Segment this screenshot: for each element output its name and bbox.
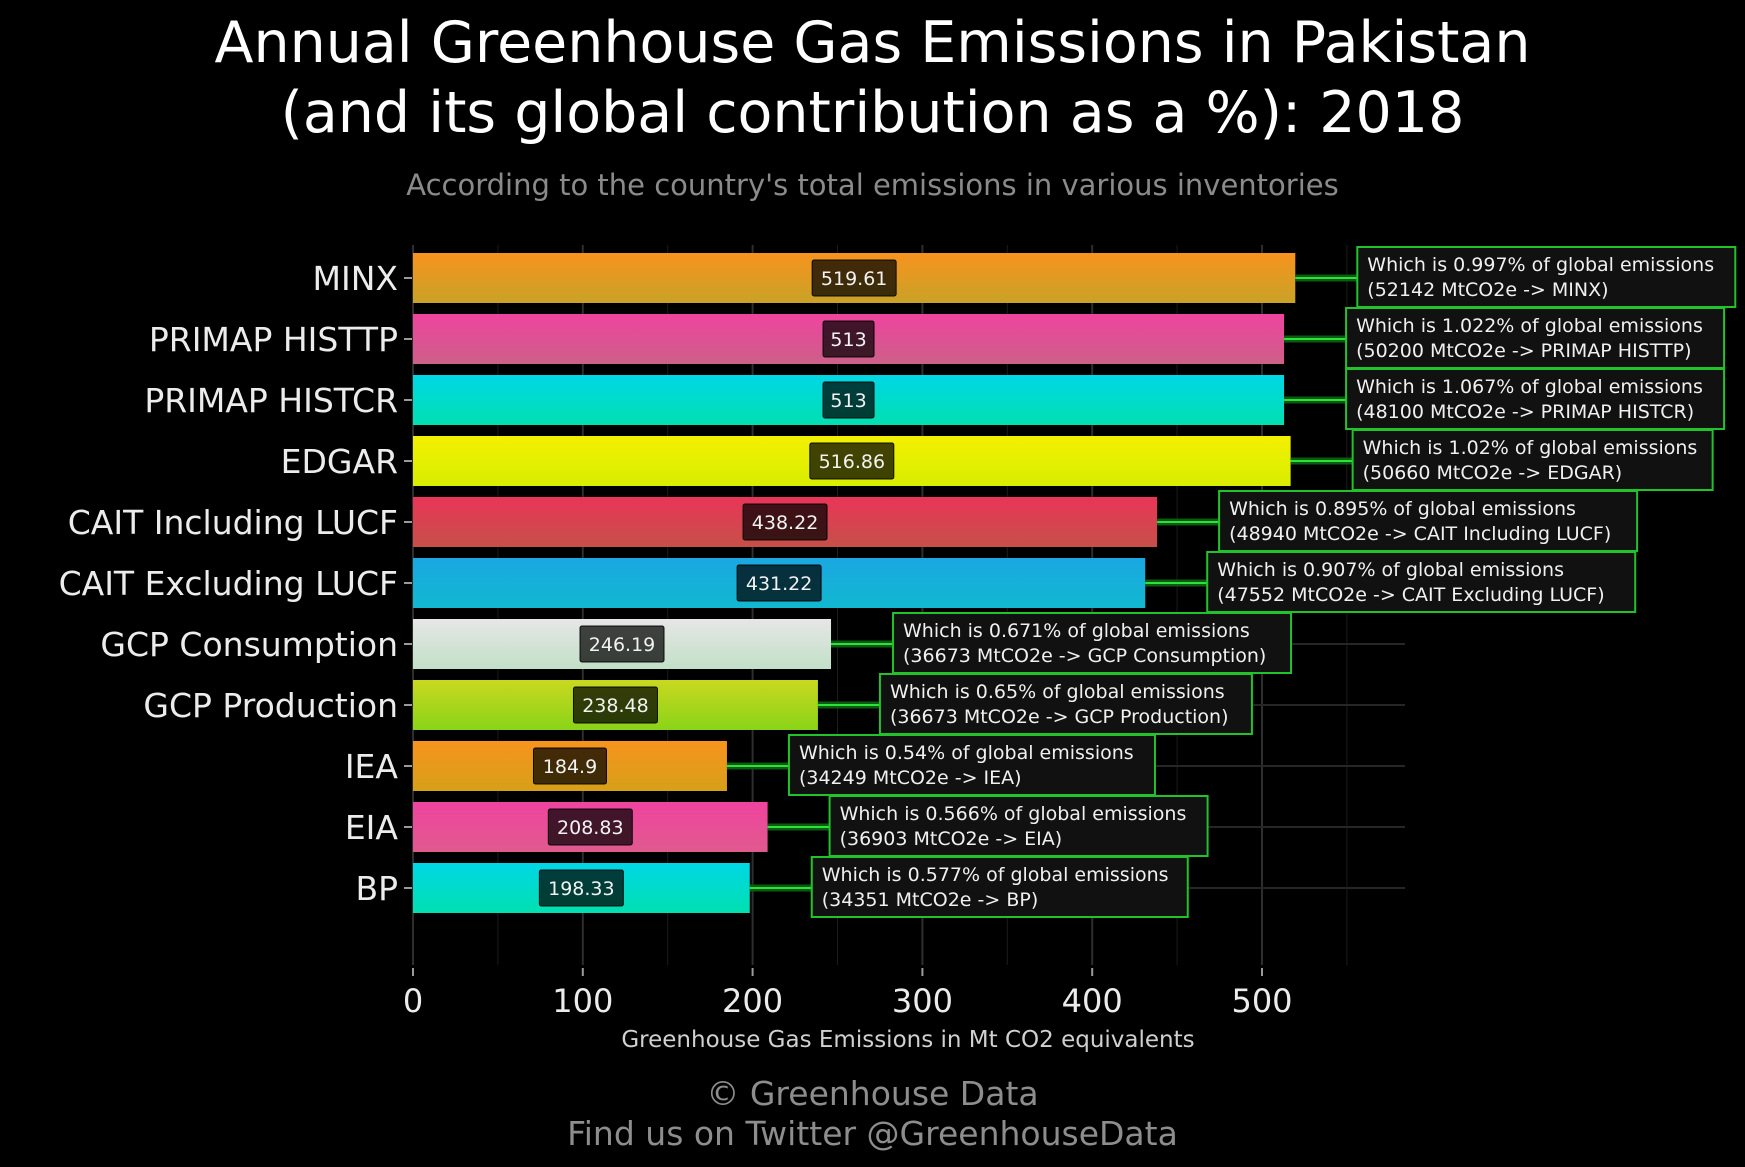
annotation-line2: (50200 MtCO2e -> PRIMAP HISTTP) [1356, 340, 1691, 362]
annotation-line1: Which is 0.671% of global emissions [903, 620, 1250, 642]
value-label: 513 [830, 390, 866, 412]
annotation-line2: (48940 MtCO2e -> CAIT Including LUCF) [1229, 523, 1611, 545]
value-label: 238.48 [582, 695, 648, 717]
y-tick-label: MINX [313, 259, 399, 298]
value-label: 208.83 [557, 817, 623, 839]
annotation-line1: Which is 0.54% of global emissions [799, 742, 1134, 764]
x-tick-label: 0 [403, 982, 423, 1020]
y-tick-label: GCP Production [143, 686, 398, 725]
annotation-line1: Which is 1.022% of global emissions [1356, 315, 1703, 337]
value-label: 438.22 [752, 512, 818, 534]
x-tick-label: 100 [552, 982, 613, 1020]
chart-subtitle: According to the country's total emissio… [406, 168, 1339, 202]
value-label-box [547, 808, 633, 846]
annotation-line2: (52142 MtCO2e -> MINX) [1367, 279, 1608, 301]
annotation-line1: Which is 0.65% of global emissions [890, 681, 1225, 703]
value-label-box [811, 259, 897, 297]
axis-layer: MINX PRIMAP HISTTP PRIMAP HISTCR EDGAR CAIT … [59, 259, 1293, 1020]
x-axis-label: Greenhouse Gas Emissions in Mt CO2 equiv… [621, 1027, 1194, 1053]
annotation-line2: (36673 MtCO2e -> GCP Consumption) [903, 645, 1266, 667]
x-tick-label: 500 [1231, 982, 1292, 1020]
y-tick-label: CAIT Including LUCF [68, 503, 398, 542]
y-tick-label: EIA [345, 808, 399, 847]
annotation-box [1345, 307, 1726, 369]
footer: © Greenhouse Data Find us on Twitter @Gr… [0, 1074, 1745, 1154]
annotation-line2: (50660 MtCO2e -> EDGAR) [1363, 462, 1623, 484]
annotation-box [810, 856, 1189, 918]
annotation-box [828, 795, 1209, 857]
x-tick-label: 400 [1062, 982, 1123, 1020]
value-label-box [822, 320, 875, 358]
value-label-box [809, 442, 895, 480]
chart-title-line1: Annual Greenhouse Gas Emissions in Pakis… [214, 10, 1531, 76]
x-tick-label: 200 [722, 982, 783, 1020]
y-tick-label: CAIT Excluding LUCF [59, 564, 398, 603]
annotation-line2: (48100 MtCO2e -> PRIMAP HISTCR) [1356, 401, 1694, 423]
y-tick-label: GCP Consumption [100, 625, 398, 664]
value-label: 431.22 [746, 573, 812, 595]
annotation-box [1206, 551, 1637, 613]
y-tick-label: BP [355, 869, 398, 908]
footer-copyright: © Greenhouse Data [706, 1074, 1039, 1113]
value-label: 513 [830, 329, 866, 351]
annotation-line1: Which is 0.895% of global emissions [1229, 498, 1576, 520]
value-label-box [579, 625, 665, 663]
annotation-box [787, 734, 1156, 796]
chart-title-line2: (and its global contribution as a %): 20… [280, 80, 1465, 146]
value-label: 198.33 [548, 878, 614, 900]
value-label-box [822, 381, 875, 419]
annotation-line1: Which is 1.067% of global emissions [1356, 376, 1703, 398]
chart-title: Annual Greenhouse Gas Emissions in Pakis… [0, 8, 1745, 148]
value-label: 246.19 [589, 634, 655, 656]
y-tick-label: PRIMAP HISTTP [149, 320, 398, 359]
annotation-box [892, 612, 1293, 674]
annotation-box [1351, 429, 1714, 491]
annotation-line1: Which is 1.02% of global emissions [1363, 437, 1698, 459]
value-label: 184.9 [543, 756, 597, 778]
x-tick-label: 300 [892, 982, 953, 1020]
annotation-line1: Which is 0.907% of global emissions [1217, 559, 1564, 581]
annotation-line2: (36673 MtCO2e -> GCP Production) [890, 706, 1229, 728]
value-label: 516.86 [819, 451, 885, 473]
annotation-line2: (34249 MtCO2e -> IEA) [799, 767, 1022, 789]
value-label: 519.61 [821, 268, 887, 290]
annotation-line2: (36903 MtCO2e -> EIA) [840, 828, 1063, 850]
annotation-box [1345, 368, 1726, 430]
annotation-box [878, 673, 1253, 735]
value-label-box [736, 564, 822, 602]
value-label-box [742, 503, 828, 541]
annotation-line1: Which is 0.997% of global emissions [1367, 254, 1714, 276]
y-tick-label: PRIMAP HISTCR [144, 381, 398, 420]
annotation-line2: (47552 MtCO2e -> CAIT Excluding LUCF) [1217, 584, 1604, 606]
value-label-box [572, 686, 658, 724]
bar-layer: 519.61 Which is 0.997% of global emission… [413, 246, 1737, 918]
annotation-line2: (34351 MtCO2e -> BP) [822, 889, 1039, 911]
annotation-box [1356, 246, 1737, 308]
footer-twitter: Find us on Twitter @GreenhouseData [567, 1114, 1178, 1153]
annotation-line1: Which is 0.577% of global emissions [822, 864, 1169, 886]
value-label-box [532, 747, 607, 785]
y-tick-label: EDGAR [281, 442, 398, 481]
value-label-box [538, 869, 624, 907]
annotation-line1: Which is 0.566% of global emissions [840, 803, 1187, 825]
y-tick-label: IEA [345, 747, 399, 786]
